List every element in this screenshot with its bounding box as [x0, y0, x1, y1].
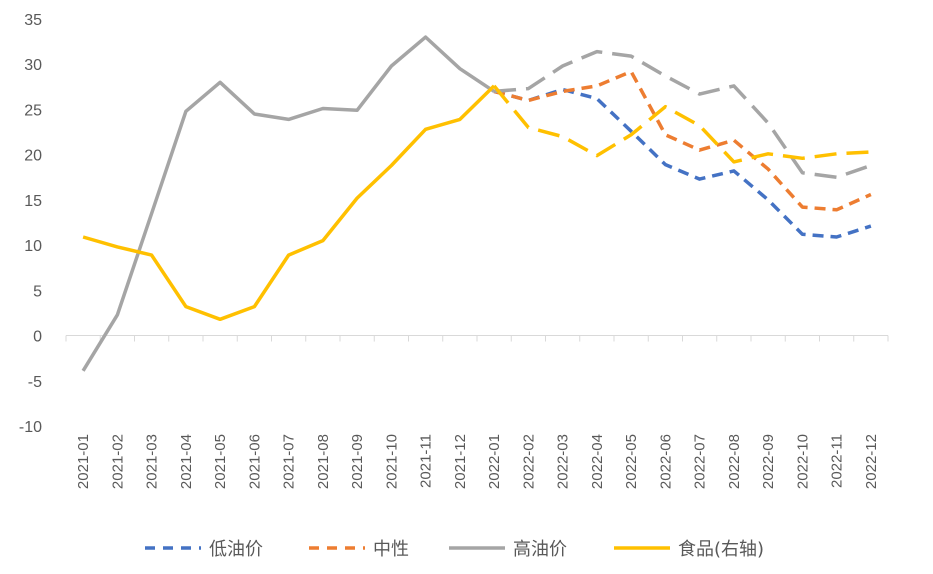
series-2-line-actual [81, 35, 496, 372]
x-tick-label: 2021-02 [109, 434, 126, 489]
x-tick-label: 2021-05 [212, 434, 229, 489]
y-tick-label: 5 [33, 283, 42, 300]
y-tick-label: 0 [33, 329, 42, 346]
x-tick-label: 2021-09 [349, 434, 366, 489]
x-tick-label: 2022-01 [486, 434, 503, 489]
x-tick-label: 2022-11 [829, 434, 846, 488]
x-tick-label: 2022-06 [657, 434, 674, 489]
x-tick-label: 2022-10 [794, 434, 811, 489]
series-3-line-forecast [492, 84, 871, 164]
y-tick-label: 20 [24, 148, 42, 165]
legend-label: 高油价 [513, 539, 567, 560]
x-tick-label: 2021-04 [178, 434, 195, 489]
x-tick-label: 2022-07 [692, 434, 709, 489]
x-tick-label: 2021-12 [452, 434, 469, 489]
x-tick-label: 2022-05 [623, 434, 640, 489]
x-tick-label: 2022-04 [589, 434, 606, 489]
series-0-line [493, 87, 872, 239]
y-tick-label: 25 [24, 102, 42, 119]
x-tick-label: 2021-03 [144, 434, 161, 489]
series-1-line [493, 69, 872, 212]
x-tick-label: 2022-03 [555, 434, 572, 489]
legend: 低油价 中性 高油价 食品(右轴) [145, 539, 764, 560]
series-layer [81, 35, 872, 372]
x-tick-label: 2021-01 [75, 434, 92, 489]
x-axis: 2021-01 2021-02 2021-03 2021-04 2021-05 2021-… [65, 335, 889, 489]
x-tick-label: 2022-02 [520, 434, 537, 489]
y-tick-label: 30 [24, 57, 42, 74]
x-tick-label: 2021-08 [315, 434, 332, 489]
legend-label: 低油价 [209, 539, 263, 560]
y-tick-label: -5 [28, 374, 42, 391]
x-tick-label: 2021-06 [246, 434, 263, 489]
y-tick-label: -10 [19, 419, 42, 436]
y-axis: -10 -5 0 5 10 15 20 25 30 35 [19, 12, 42, 436]
series-2-line-forecast [493, 49, 872, 180]
y-tick-label: 15 [24, 193, 42, 210]
x-tick-label: 2021-11 [418, 434, 435, 488]
x-tick-label: 2021-10 [383, 434, 400, 489]
x-tick-label: 2022-09 [760, 434, 777, 489]
x-tick-label: 2022-08 [726, 434, 743, 489]
y-tick-label: 35 [24, 12, 42, 29]
x-tick-label: 2022-12 [863, 434, 880, 489]
series-3-line-actual [82, 84, 496, 322]
legend-label: 食品(右轴) [678, 539, 764, 560]
y-tick-label: 10 [24, 238, 42, 255]
x-tick-label: 2021-07 [281, 434, 298, 489]
legend-label: 中性 [373, 539, 409, 560]
